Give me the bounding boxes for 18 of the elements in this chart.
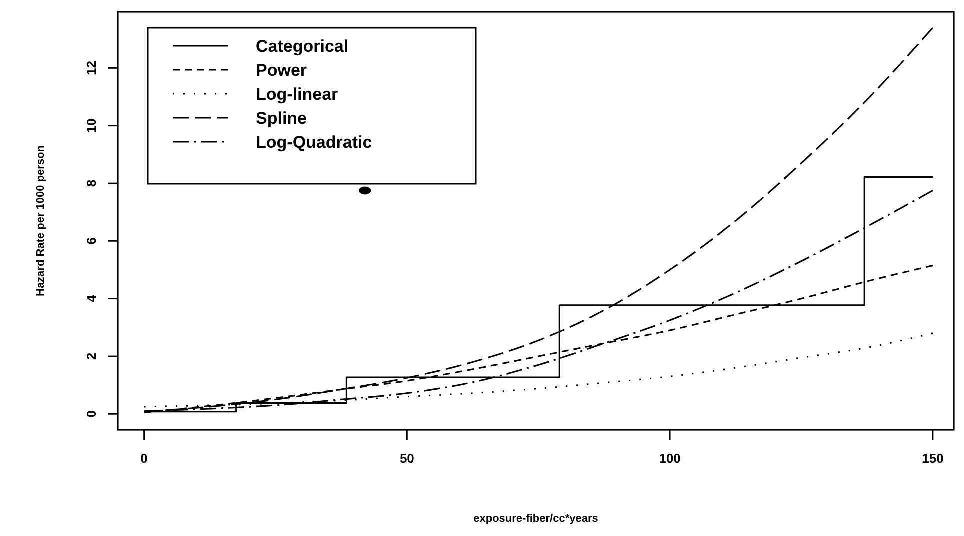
y-tick-label: 2 (84, 352, 99, 360)
legend-label: Spline (256, 109, 308, 128)
x-axis-title: exposure-fiber/cc*years (474, 513, 598, 525)
x-tick-label: 150 (922, 451, 944, 466)
y-tick-label: 10 (84, 118, 99, 134)
y-axis-title: Hazard Rate per 1000 person (35, 145, 47, 297)
x-tick-label: 50 (400, 451, 414, 466)
legend-label: Log-linear (256, 85, 339, 104)
x-tick-label: 0 (140, 451, 148, 466)
y-tick-label: 12 (84, 60, 99, 76)
y-tick-label: 0 (84, 410, 99, 418)
legend-label: Categorical (256, 37, 349, 56)
legend-label: Log-Quadratic (256, 133, 372, 152)
x-tick-label: 100 (659, 451, 681, 466)
legend-label: Power (256, 61, 308, 80)
y-tick-label: 4 (84, 294, 99, 302)
y-tick-label: 8 (84, 180, 99, 188)
y-tick-label: 6 (84, 238, 99, 245)
